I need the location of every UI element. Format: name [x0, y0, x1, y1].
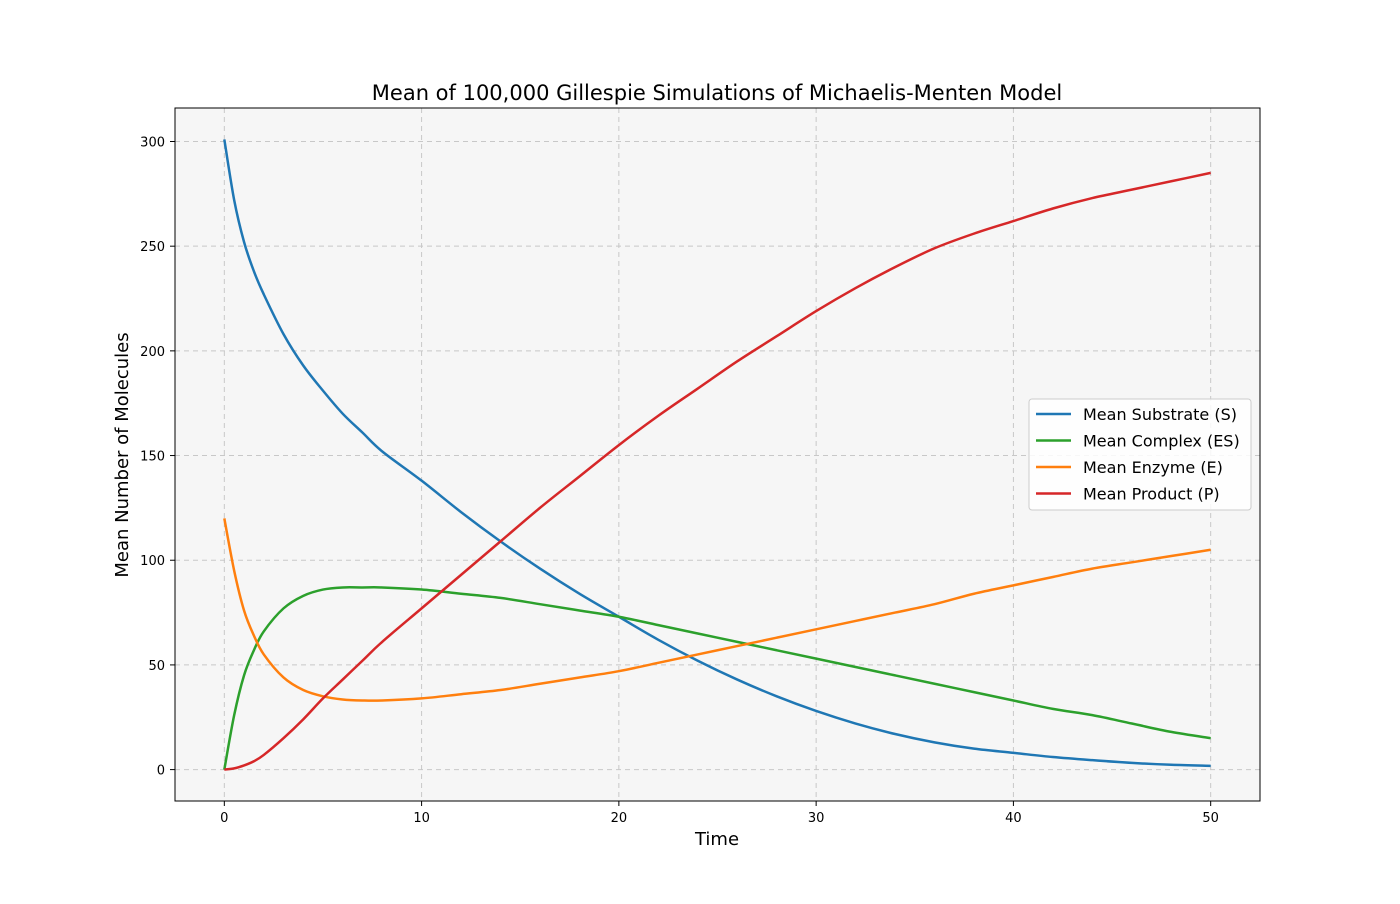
series-line-mean-product-p — [224, 171, 1211, 771]
legend-item: Mean Complex (ES) — [1036, 432, 1240, 451]
legend-box — [1028, 398, 1252, 511]
y-tick-label: 50 — [148, 659, 165, 674]
y-tick-label: 150 — [140, 450, 165, 465]
x-tick-label: 0 — [220, 811, 228, 826]
y-tick-label: 300 — [140, 135, 165, 150]
x-tick-label: 30 — [808, 811, 825, 826]
series-line-mean-enzyme-e — [223, 518, 1211, 702]
y-axis-label: Mean Number of Molecules — [112, 332, 133, 577]
y-tick-label: 0 — [157, 764, 165, 779]
y-tick-label: 200 — [140, 345, 165, 360]
y-tick-label: 250 — [140, 240, 165, 255]
axis-ticks: 0 10 20 30 40 50 0 50 100 150 200 250 300 — [140, 135, 1219, 826]
legend-item: Mean Substrate (S) — [1036, 405, 1237, 424]
series-layer — [223, 139, 1211, 771]
legend-label: Mean Enzyme (E) — [1083, 458, 1223, 477]
legend: Mean Substrate (S) Mean Complex (ES) Mean … — [1028, 398, 1252, 511]
x-tick-label: 50 — [1202, 811, 1219, 826]
series-line-mean-substrate-s — [223, 139, 1211, 768]
legend-label: Mean Product (P) — [1083, 485, 1220, 504]
plot-frame — [174, 107, 1261, 802]
x-axis-label: Time — [694, 829, 739, 850]
y-tick-label: 100 — [140, 554, 165, 569]
series-line-mean-complex-es — [223, 586, 1211, 770]
x-tick-label: 20 — [611, 811, 628, 826]
x-tick-label: 10 — [413, 811, 430, 826]
legend-label: Mean Substrate (S) — [1083, 405, 1237, 424]
legend-label: Mean Complex (ES) — [1083, 432, 1240, 451]
legend-item: Mean Enzyme (E) — [1036, 458, 1223, 477]
chart-title: Mean of 100,000 Gillespie Simulations of… — [372, 81, 1062, 105]
legend-item: Mean Product (P) — [1036, 485, 1220, 504]
x-tick-label: 40 — [1005, 811, 1022, 826]
legend-items: Mean Substrate (S) Mean Complex (ES) Mean … — [1036, 405, 1240, 504]
